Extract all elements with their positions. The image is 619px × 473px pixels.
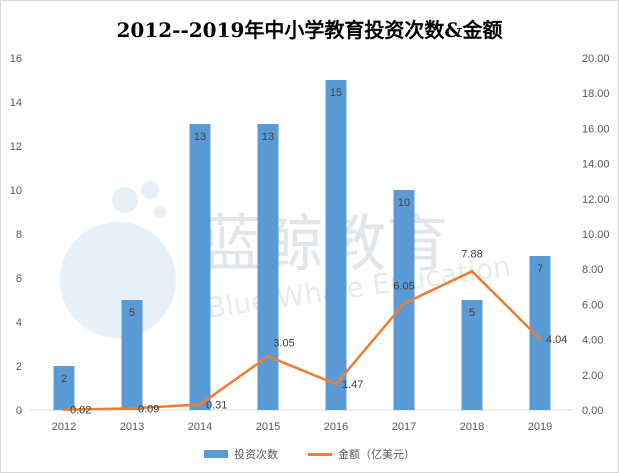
x-tick-label: 2019 bbox=[528, 421, 552, 433]
line-point bbox=[198, 403, 202, 407]
line-point bbox=[266, 354, 270, 358]
y-right-tick-label: 8.00 bbox=[582, 264, 603, 276]
y-right-tick-label: 6.00 bbox=[582, 299, 603, 311]
bar-data-label: 13 bbox=[194, 131, 206, 143]
y-right-tick-label: 14.00 bbox=[582, 159, 610, 171]
bar-data-label: 13 bbox=[262, 131, 274, 143]
line-point bbox=[470, 269, 474, 273]
bar bbox=[529, 256, 551, 410]
y-right-tick-label: 4.00 bbox=[582, 335, 603, 347]
bar bbox=[257, 124, 279, 410]
line-data-label: 7.88 bbox=[461, 248, 482, 260]
legend-label-bar: 投资次数 bbox=[234, 448, 278, 461]
line-data-label: 3.05 bbox=[273, 337, 294, 349]
y-left-tick-label: 0 bbox=[16, 405, 22, 417]
y-left-tick-label: 12 bbox=[10, 141, 22, 153]
watermark-drop bbox=[141, 181, 159, 199]
bar bbox=[121, 300, 143, 410]
legend-swatch-line bbox=[308, 452, 332, 456]
data-labels: 2 5 13 13 15 10 5 7 0.02 0.09 0.31 3.05 1.47 6.05 7.88… bbox=[61, 87, 567, 417]
bar-data-label: 2 bbox=[61, 373, 67, 385]
y-left-tick-label: 10 bbox=[10, 185, 22, 197]
y-right-tick-label: 20.00 bbox=[582, 53, 610, 65]
y-left-tick-label: 16 bbox=[10, 53, 22, 65]
y-left-tick-label: 14 bbox=[10, 97, 22, 109]
bar-series bbox=[53, 80, 551, 410]
line-point bbox=[130, 406, 134, 410]
bar-data-label: 10 bbox=[398, 197, 410, 209]
line-data-label: 4.04 bbox=[546, 334, 567, 346]
legend-label-line: 金额（亿美元） bbox=[338, 448, 415, 461]
line-data-label: 0.31 bbox=[206, 400, 227, 412]
x-tick-label: 2017 bbox=[392, 421, 416, 433]
y-right-tick-label: 10.00 bbox=[582, 229, 610, 241]
legend-item-line: 金额（亿美元） bbox=[308, 446, 415, 462]
line-path bbox=[63, 270, 541, 411]
x-tick-label: 2012 bbox=[52, 421, 76, 433]
bar-data-label: 15 bbox=[330, 87, 342, 99]
bar bbox=[325, 80, 347, 410]
watermark-drop bbox=[112, 187, 138, 213]
legend: 投资次数 金额（亿美元） bbox=[0, 446, 619, 462]
line-point bbox=[402, 302, 406, 306]
y-right-tick-label: 0.00 bbox=[582, 405, 603, 417]
chart-title: 2012--2019年中小学教育投资次数&金额 bbox=[116, 18, 503, 42]
bar bbox=[53, 366, 75, 410]
line-data-label: 0.09 bbox=[138, 403, 159, 415]
watermark-whale-shape bbox=[60, 222, 176, 338]
bar-data-label: 5 bbox=[129, 307, 135, 319]
y-left-tick-label: 2 bbox=[16, 361, 22, 373]
bar-data-label: 7 bbox=[537, 263, 543, 275]
x-tick-label: 2013 bbox=[120, 421, 144, 433]
watermark-drop bbox=[154, 206, 166, 218]
x-tick-label: 2018 bbox=[460, 421, 484, 433]
y-right-tick-label: 2.00 bbox=[582, 370, 603, 382]
line-data-label: 0.02 bbox=[70, 405, 91, 417]
line-point bbox=[62, 408, 66, 412]
line-series bbox=[62, 269, 542, 412]
line-point bbox=[334, 382, 338, 386]
y-right-tick-label: 12.00 bbox=[582, 194, 610, 206]
axes: 0 2 4 6 8 10 12 14 16 0.00 2.00 4.00 6.00 8.00 10.00 12… bbox=[10, 53, 610, 433]
bar bbox=[189, 124, 211, 410]
line-data-label: 1.47 bbox=[342, 379, 363, 391]
x-tick-label: 2014 bbox=[188, 421, 212, 433]
x-tick-label: 2015 bbox=[256, 421, 280, 433]
line-data-label: 6.05 bbox=[393, 281, 414, 293]
y-right-tick-label: 18.00 bbox=[582, 88, 610, 100]
y-left-tick-label: 6 bbox=[16, 273, 22, 285]
legend-item-bar: 投资次数 bbox=[204, 446, 278, 462]
y-right-tick-label: 16.00 bbox=[582, 123, 610, 135]
legend-swatch-bar bbox=[204, 450, 228, 458]
bar bbox=[461, 300, 483, 410]
line-point bbox=[538, 337, 542, 341]
y-left-tick-label: 8 bbox=[16, 229, 22, 241]
bar-data-label: 5 bbox=[469, 307, 475, 319]
y-left-tick-label: 4 bbox=[16, 317, 22, 329]
bar bbox=[393, 190, 415, 410]
x-tick-label: 2016 bbox=[324, 421, 348, 433]
